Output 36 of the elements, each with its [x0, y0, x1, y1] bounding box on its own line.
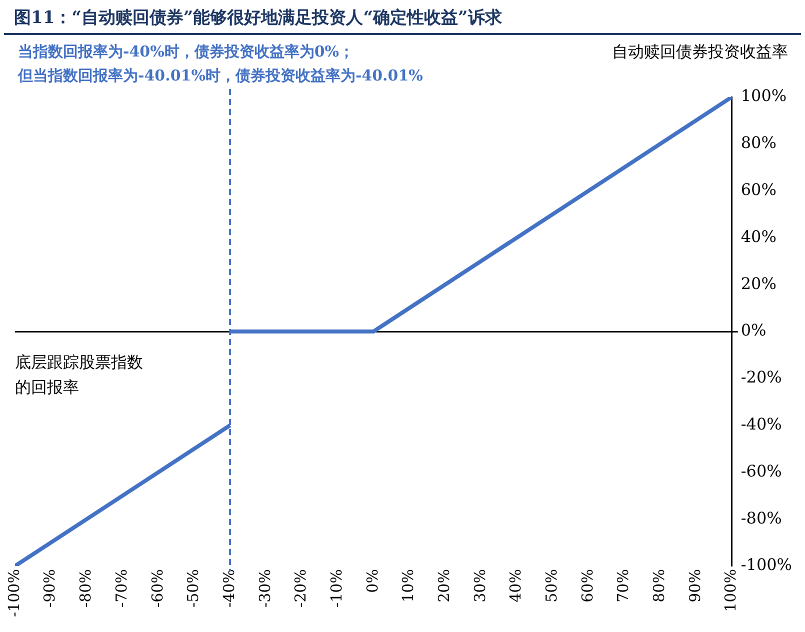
text: 当指数回报率为-40%时，债券投资收益率为0%； [18, 42, 354, 60]
y-tick-label: 20% [740, 274, 776, 293]
x-tick-label: -60% [148, 569, 166, 608]
y-axis-title: 自动赎回债券投资收益率 [612, 42, 788, 62]
y-tick-label: -100% [740, 555, 792, 574]
x-tick-label: 70% [614, 569, 632, 602]
x-tick-label: -20% [292, 569, 310, 608]
x-tick-label: -80% [76, 569, 95, 608]
y-tick-label: 0% [740, 320, 766, 340]
x-tick-label: 50% [542, 569, 561, 602]
x-tick-label: 30% [470, 569, 489, 602]
x-tick-label: 40% [506, 569, 525, 602]
x-tick-label: 90% [686, 569, 704, 602]
y-tick-label: -60% [740, 461, 782, 480]
y-tick-label: -40% [740, 414, 782, 434]
y-tick-label: 60% [740, 180, 776, 199]
x-tick-label: 80% [650, 569, 668, 602]
x-tick-label: -70% [112, 569, 130, 608]
text: 但当指数回报率为-40.01%时，债券投资收益率为-40.01% [17, 66, 423, 84]
y-tick-label: -20% [740, 368, 782, 387]
x-tick-label: 20% [435, 569, 453, 602]
x-tick-label: 60% [578, 569, 596, 602]
x-tick-label: -100% [4, 569, 23, 617]
x-tick-label: 0% [363, 569, 382, 593]
chart-title: 图11：“自动赎回债券”能够很好地满足投资人“确定性收益”诉求 [4, 0, 801, 35]
y-tick-label: 100% [740, 86, 787, 106]
x-tick-label: -40% [220, 569, 238, 608]
x-tick-label: -90% [40, 569, 59, 608]
x-tick-label: -30% [256, 569, 274, 608]
x-axis-title: 底层跟踪股票指数的回报率 [15, 352, 143, 397]
y-tick-label: 40% [740, 226, 776, 246]
x-tick-label: 10% [399, 569, 418, 602]
y-tick-label: -80% [740, 508, 782, 528]
x-tick-label: -50% [184, 569, 202, 608]
y-tick-label: 80% [740, 133, 776, 152]
x-tick-label: -10% [327, 569, 346, 608]
